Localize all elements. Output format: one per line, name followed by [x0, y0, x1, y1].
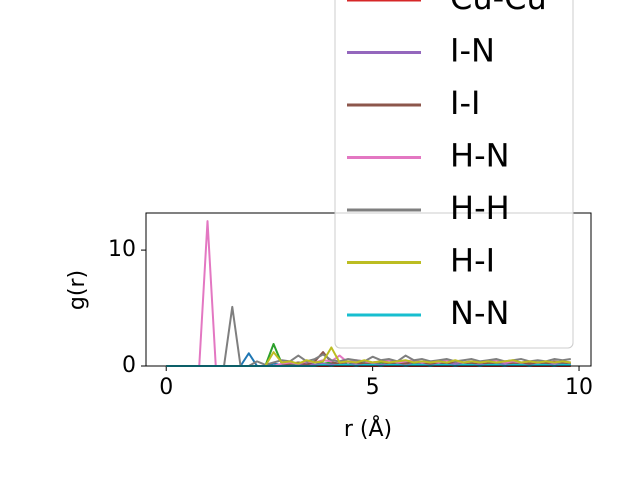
y-axis-label: g(r) — [65, 270, 90, 310]
x-tick-label: 0 — [159, 375, 173, 400]
legend: Cu-Cu I-N I-I H-N H-H H-I N-N — [334, 0, 574, 349]
legend-label: H-H — [450, 189, 510, 227]
legend-box — [334, 0, 574, 349]
legend-label: I-N — [450, 32, 495, 70]
y-tick-label: 0 — [122, 353, 136, 378]
x-axis-label: r (Å) — [344, 415, 392, 442]
x-tick-label: 10 — [565, 375, 593, 400]
y-tick-label: 10 — [108, 237, 136, 262]
legend-label: I-I — [450, 84, 480, 122]
legend-label: H-N — [450, 137, 510, 175]
legend-label: N-N — [450, 294, 509, 332]
legend-label: H-I — [450, 242, 495, 280]
legend-label: Cu-Cu — [450, 0, 547, 17]
x-tick-label: 5 — [366, 375, 380, 400]
